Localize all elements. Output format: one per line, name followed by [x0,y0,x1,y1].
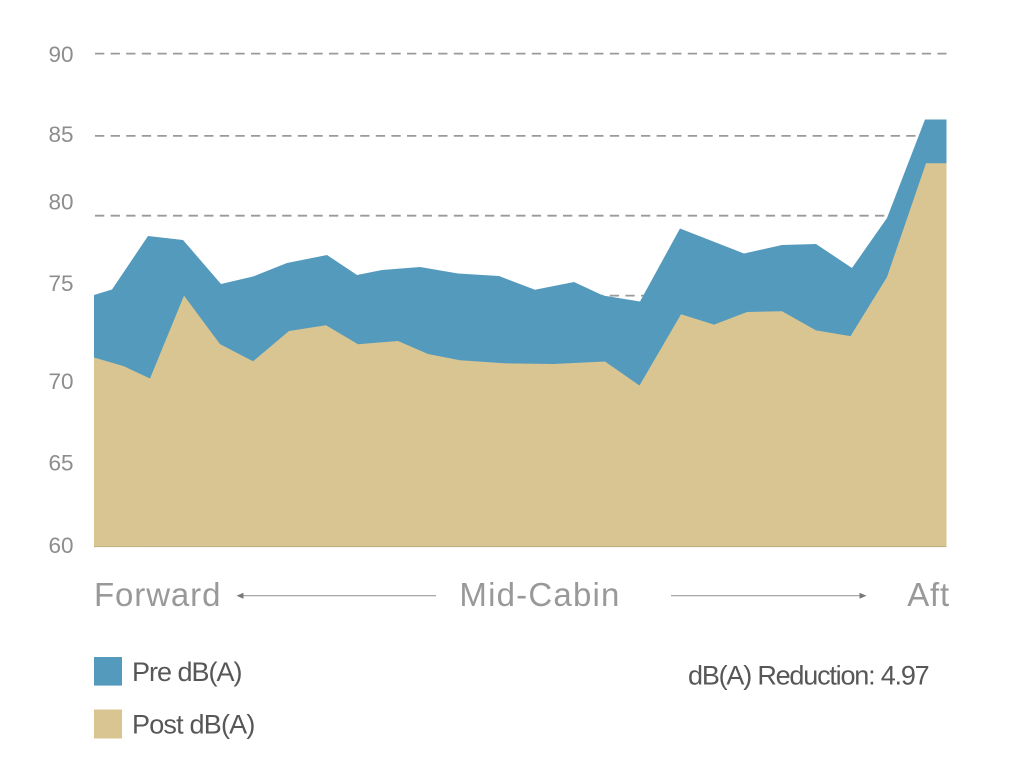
svg-text:Post dB(A): Post dB(A) [132,710,255,740]
svg-text:80: 80 [48,190,73,215]
svg-text:85: 85 [48,122,73,147]
svg-text:Aft: Aft [907,576,950,613]
svg-text:dB(A) Reduction: 4.97: dB(A) Reduction: 4.97 [688,661,929,691]
svg-text:Pre dB(A): Pre dB(A) [132,657,242,687]
svg-text:60: 60 [48,533,73,558]
svg-text:75: 75 [48,271,73,296]
svg-text:70: 70 [48,369,73,394]
svg-text:90: 90 [48,42,73,67]
svg-text:Mid-Cabin: Mid-Cabin [459,576,620,613]
svg-text:Forward: Forward [94,576,221,613]
svg-text:65: 65 [48,451,73,476]
